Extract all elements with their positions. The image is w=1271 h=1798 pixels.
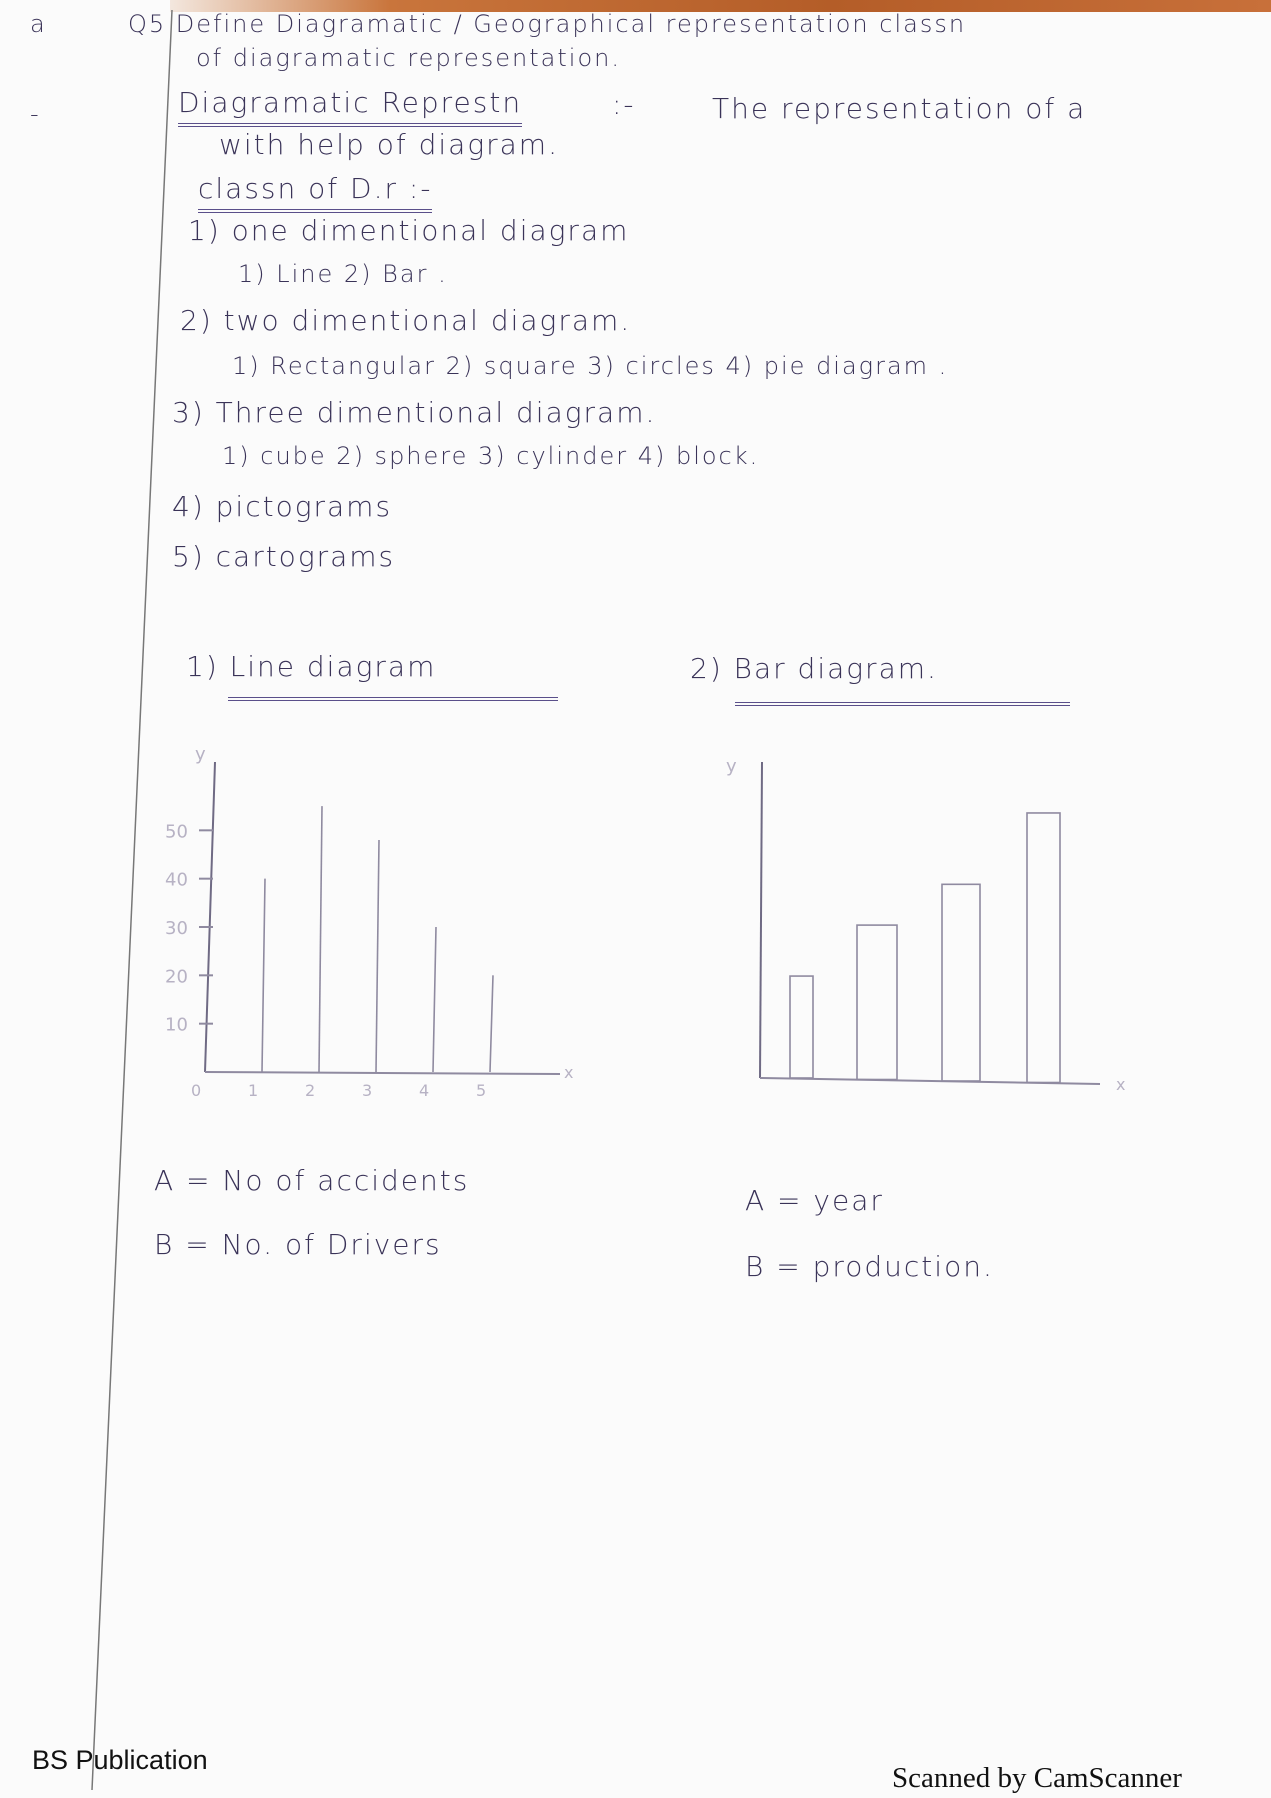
line-diagram-bar bbox=[318, 806, 323, 1073]
line-diagram-bar bbox=[489, 975, 494, 1073]
x-tick-label: 2 bbox=[305, 1081, 315, 1100]
bar bbox=[856, 924, 898, 1081]
x-axis bbox=[204, 1071, 561, 1075]
definition-sep: :- bbox=[612, 88, 636, 121]
line-diagram-bar bbox=[375, 839, 380, 1073]
x-tick-label: 0 bbox=[191, 1081, 201, 1100]
x-tick-label: 1 bbox=[248, 1081, 258, 1100]
margin-mark: - bbox=[30, 100, 41, 128]
line-diagram-title: 1) Line diagram bbox=[186, 650, 437, 683]
class-sub-1: 1) Line 2) Bar . bbox=[238, 260, 448, 288]
x-axis-label: x bbox=[564, 1063, 573, 1082]
line-title-underline bbox=[228, 697, 558, 701]
bar bbox=[789, 975, 814, 1079]
bar-title-underline bbox=[735, 702, 1070, 706]
class-sub-3: 1) cube 2) sphere 3) cylinder 4) block. bbox=[222, 442, 760, 470]
class-sub-2: 1) Rectangular 2) square 3) circles 4) p… bbox=[232, 352, 949, 380]
y-axis-label: y bbox=[726, 756, 737, 777]
publisher-label: BS Publication bbox=[32, 1745, 208, 1775]
x-tick-label: 5 bbox=[476, 1081, 486, 1100]
x-tick-label: 3 bbox=[362, 1081, 372, 1100]
question-line-1: Q5 Define Diagramatic / Geographical rep… bbox=[128, 10, 967, 38]
bar-legend-b: B = production. bbox=[745, 1250, 994, 1283]
line-legend-b: B = No. of Drivers bbox=[154, 1228, 442, 1261]
class-item-1: 1) one dimentional diagram bbox=[188, 214, 630, 247]
y-tick-label: 50 bbox=[165, 821, 188, 842]
class-item-2: 2) two dimentional diagram. bbox=[180, 304, 632, 337]
bar bbox=[941, 883, 981, 1082]
question-line-2: of diagramatic representation. bbox=[196, 44, 621, 72]
y-tick-label: 40 bbox=[165, 870, 188, 891]
definition-term: Diagramatic Represtn bbox=[178, 86, 523, 127]
y-tick-label: 30 bbox=[165, 918, 188, 939]
scanner-watermark: Scanned by CamScanner bbox=[892, 1762, 1182, 1794]
margin-mark: a bbox=[30, 10, 47, 38]
bar bbox=[1026, 812, 1061, 1084]
y-axis bbox=[204, 761, 216, 1073]
class-item-3: 3) Three dimentional diagram. bbox=[172, 396, 657, 429]
class-item-5: 5) cartograms bbox=[172, 540, 396, 573]
y-tick-label: 20 bbox=[165, 966, 188, 987]
definition-text-2: with help of diagram. bbox=[219, 128, 559, 161]
classification-heading: classn of D.r :- bbox=[198, 172, 433, 213]
class-item-4: 4) pictograms bbox=[172, 490, 393, 523]
bar-diagram-title: 2) Bar diagram. bbox=[690, 652, 938, 685]
definition-text-1: The representation of a bbox=[712, 92, 1087, 125]
y-tick-label: 10 bbox=[165, 1015, 188, 1036]
y-axis-label: y bbox=[195, 744, 206, 765]
x-axis-label: x bbox=[1116, 1075, 1125, 1094]
line-diagram-bar bbox=[432, 926, 437, 1073]
line-legend-a: A = No of accidents bbox=[154, 1164, 470, 1197]
desk-edge bbox=[170, 0, 1271, 12]
x-tick-label: 4 bbox=[419, 1081, 429, 1100]
y-axis bbox=[759, 761, 763, 1079]
bar-legend-a: A = year bbox=[745, 1184, 884, 1217]
line-diagram-bar bbox=[261, 878, 266, 1073]
